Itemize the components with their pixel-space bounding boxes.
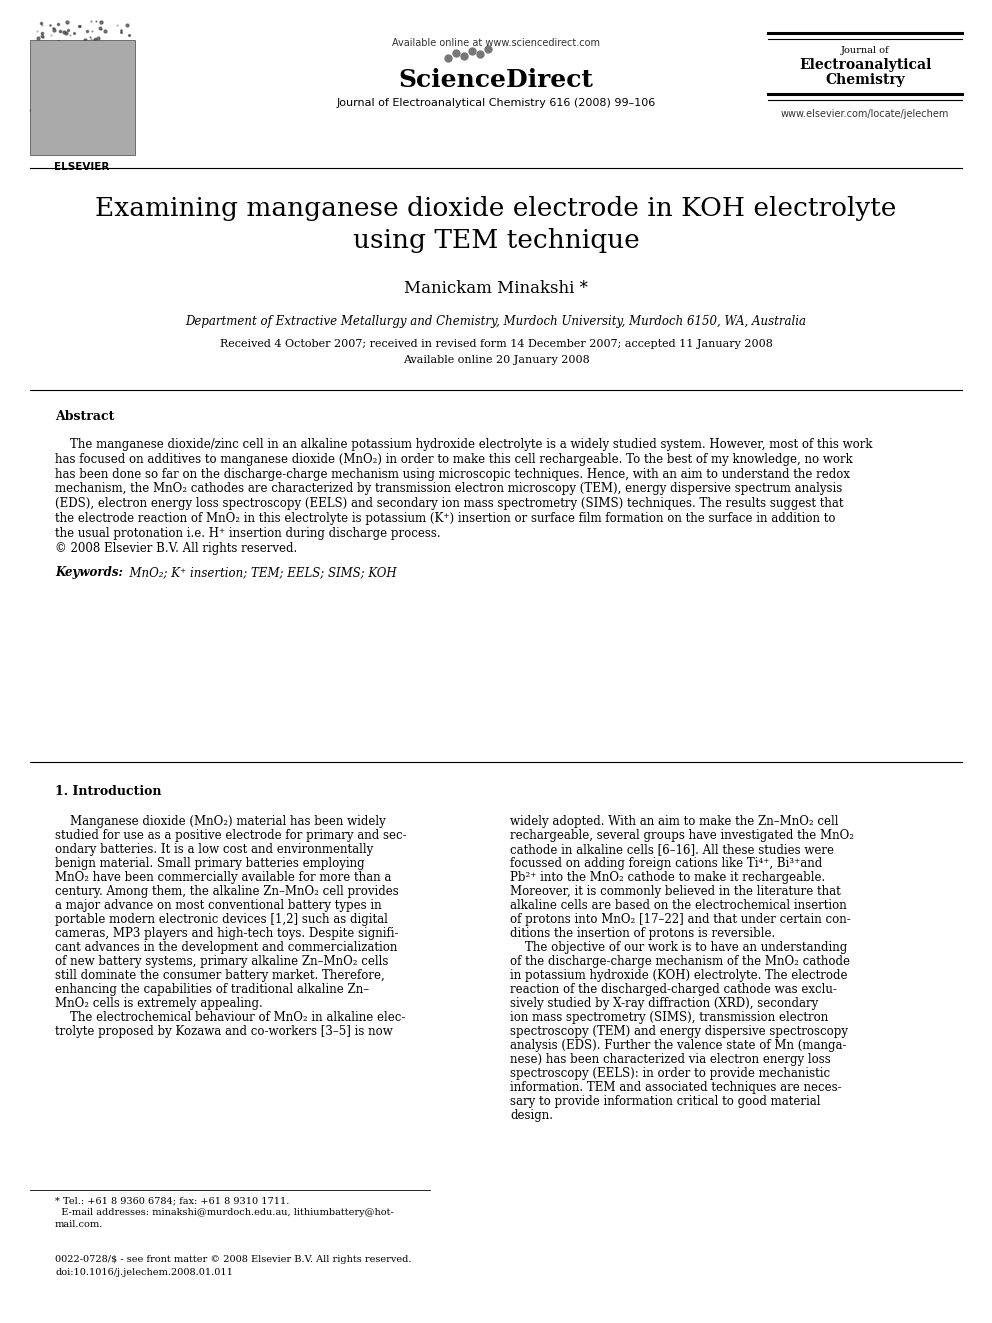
- Text: nese) has been characterized via electron energy loss: nese) has been characterized via electro…: [510, 1053, 830, 1066]
- Text: a major advance on most conventional battery types in: a major advance on most conventional bat…: [55, 900, 382, 912]
- Text: mechanism, the MnO₂ cathodes are characterized by transmission electron microsco: mechanism, the MnO₂ cathodes are charact…: [55, 483, 842, 495]
- Text: The electrochemical behaviour of MnO₂ in alkaline elec-: The electrochemical behaviour of MnO₂ in…: [55, 1011, 406, 1024]
- Text: trolyte proposed by Kozawa and co-workers [3–5] is now: trolyte proposed by Kozawa and co-worker…: [55, 1025, 393, 1039]
- Text: doi:10.1016/j.jelechem.2008.01.011: doi:10.1016/j.jelechem.2008.01.011: [55, 1267, 233, 1277]
- Text: sary to provide information critical to good material: sary to provide information critical to …: [510, 1095, 820, 1107]
- Text: Keywords:: Keywords:: [55, 566, 123, 579]
- Text: ELSEVIER: ELSEVIER: [55, 161, 110, 172]
- Text: alkaline cells are based on the electrochemical insertion: alkaline cells are based on the electroc…: [510, 900, 847, 912]
- Text: ScienceDirect: ScienceDirect: [399, 67, 593, 93]
- Text: E-mail addresses: minakshi@murdoch.edu.au, lithiumbattery@hot-: E-mail addresses: minakshi@murdoch.edu.a…: [55, 1208, 394, 1217]
- Text: MnO₂; K⁺ insertion; TEM; EELS; SIMS; KOH: MnO₂; K⁺ insertion; TEM; EELS; SIMS; KOH: [122, 566, 397, 579]
- Text: spectroscopy (EELS): in order to provide mechanistic: spectroscopy (EELS): in order to provide…: [510, 1068, 830, 1080]
- Text: 0022-0728/$ - see front matter © 2008 Elsevier B.V. All rights reserved.: 0022-0728/$ - see front matter © 2008 El…: [55, 1256, 412, 1263]
- Text: rechargeable, several groups have investigated the MnO₂: rechargeable, several groups have invest…: [510, 830, 854, 841]
- Text: Manickam Minakshi *: Manickam Minakshi *: [404, 280, 588, 296]
- Text: MnO₂ have been commercially available for more than a: MnO₂ have been commercially available fo…: [55, 871, 392, 884]
- Text: The objective of our work is to have an understanding: The objective of our work is to have an …: [510, 941, 847, 954]
- Text: of protons into MnO₂ [17–22] and that under certain con-: of protons into MnO₂ [17–22] and that un…: [510, 913, 851, 926]
- Text: Chemistry: Chemistry: [825, 73, 905, 87]
- Text: has focused on additives to manganese dioxide (MnO₂) in order to make this cell : has focused on additives to manganese di…: [55, 452, 853, 466]
- Text: using TEM technique: using TEM technique: [352, 228, 640, 253]
- Text: ion mass spectrometry (SIMS), transmission electron: ion mass spectrometry (SIMS), transmissi…: [510, 1011, 828, 1024]
- Text: portable modern electronic devices [1,2] such as digital: portable modern electronic devices [1,2]…: [55, 913, 388, 926]
- Text: of the discharge-charge mechanism of the MnO₂ cathode: of the discharge-charge mechanism of the…: [510, 955, 850, 968]
- Text: Moreover, it is commonly believed in the literature that: Moreover, it is commonly believed in the…: [510, 885, 841, 898]
- Text: Available online at www.sciencedirect.com: Available online at www.sciencedirect.co…: [392, 38, 600, 48]
- Text: www.elsevier.com/locate/jelechem: www.elsevier.com/locate/jelechem: [781, 108, 949, 119]
- Text: widely adopted. With an aim to make the Zn–MnO₂ cell: widely adopted. With an aim to make the …: [510, 815, 838, 828]
- Text: Available online 20 January 2008: Available online 20 January 2008: [403, 355, 589, 365]
- Text: cameras, MP3 players and high-tech toys. Despite signifi-: cameras, MP3 players and high-tech toys.…: [55, 927, 399, 941]
- Text: sively studied by X-ray diffraction (XRD), secondary: sively studied by X-ray diffraction (XRD…: [510, 998, 818, 1009]
- Text: MnO₂ cells is extremely appealing.: MnO₂ cells is extremely appealing.: [55, 998, 263, 1009]
- Text: century. Among them, the alkaline Zn–MnO₂ cell provides: century. Among them, the alkaline Zn–MnO…: [55, 885, 399, 898]
- Text: of new battery systems, primary alkaline Zn–MnO₂ cells: of new battery systems, primary alkaline…: [55, 955, 389, 968]
- Text: the electrode reaction of MnO₂ in this electrolyte is potassium (K⁺) insertion o: the electrode reaction of MnO₂ in this e…: [55, 512, 835, 525]
- Text: spectroscopy (TEM) and energy dispersive spectroscopy: spectroscopy (TEM) and energy dispersive…: [510, 1025, 848, 1039]
- Text: Manganese dioxide (MnO₂) material has been widely: Manganese dioxide (MnO₂) material has be…: [55, 815, 386, 828]
- Text: (EDS), electron energy loss spectroscopy (EELS) and secondary ion mass spectrome: (EDS), electron energy loss spectroscopy…: [55, 497, 843, 511]
- Text: has been done so far on the discharge-charge mechanism using microscopic techniq: has been done so far on the discharge-ch…: [55, 467, 850, 480]
- Text: Department of Extractive Metallurgy and Chemistry, Murdoch University, Murdoch 6: Department of Extractive Metallurgy and …: [186, 315, 806, 328]
- Text: information. TEM and associated techniques are neces-: information. TEM and associated techniqu…: [510, 1081, 841, 1094]
- Text: benign material. Small primary batteries employing: benign material. Small primary batteries…: [55, 857, 365, 871]
- Text: cathode in alkaline cells [6–16]. All these studies were: cathode in alkaline cells [6–16]. All th…: [510, 843, 834, 856]
- Text: analysis (EDS). Further the valence state of Mn (manga-: analysis (EDS). Further the valence stat…: [510, 1039, 846, 1052]
- Text: The manganese dioxide/zinc cell in an alkaline potassium hydroxide electrolyte i: The manganese dioxide/zinc cell in an al…: [55, 438, 873, 451]
- Text: cant advances in the development and commercialization: cant advances in the development and com…: [55, 941, 398, 954]
- Text: 1. Introduction: 1. Introduction: [55, 785, 162, 798]
- Text: © 2008 Elsevier B.V. All rights reserved.: © 2008 Elsevier B.V. All rights reserved…: [55, 541, 298, 554]
- Text: Pb²⁺ into the MnO₂ cathode to make it rechargeable.: Pb²⁺ into the MnO₂ cathode to make it re…: [510, 871, 825, 884]
- Text: enhancing the capabilities of traditional alkaline Zn–: enhancing the capabilities of traditiona…: [55, 983, 369, 996]
- Text: ditions the insertion of protons is reversible.: ditions the insertion of protons is reve…: [510, 927, 776, 941]
- Text: in potassium hydroxide (KOH) electrolyte. The electrode: in potassium hydroxide (KOH) electrolyte…: [510, 968, 847, 982]
- Text: still dominate the consumer battery market. Therefore,: still dominate the consumer battery mark…: [55, 968, 385, 982]
- Text: Journal of: Journal of: [840, 46, 889, 56]
- Text: * Tel.: +61 8 9360 6784; fax: +61 8 9310 1711.: * Tel.: +61 8 9360 6784; fax: +61 8 9310…: [55, 1196, 290, 1205]
- Text: the usual protonation i.e. H⁺ insertion during discharge process.: the usual protonation i.e. H⁺ insertion …: [55, 527, 440, 540]
- Text: studied for use as a positive electrode for primary and sec-: studied for use as a positive electrode …: [55, 830, 407, 841]
- Text: Examining manganese dioxide electrode in KOH electrolyte: Examining manganese dioxide electrode in…: [95, 196, 897, 221]
- Text: design.: design.: [510, 1109, 553, 1122]
- Text: reaction of the discharged-charged cathode was exclu-: reaction of the discharged-charged catho…: [510, 983, 837, 996]
- Text: Electroanalytical: Electroanalytical: [799, 58, 931, 71]
- Text: mail.com.: mail.com.: [55, 1220, 103, 1229]
- Text: Abstract: Abstract: [55, 410, 114, 423]
- Text: Journal of Electroanalytical Chemistry 616 (2008) 99–106: Journal of Electroanalytical Chemistry 6…: [336, 98, 656, 108]
- Text: Received 4 October 2007; received in revised form 14 December 2007; accepted 11 : Received 4 October 2007; received in rev…: [219, 339, 773, 349]
- Text: focussed on adding foreign cations like Ti⁴⁺, Bi³⁺and: focussed on adding foreign cations like …: [510, 857, 822, 871]
- Text: ondary batteries. It is a low cost and environmentally: ondary batteries. It is a low cost and e…: [55, 843, 373, 856]
